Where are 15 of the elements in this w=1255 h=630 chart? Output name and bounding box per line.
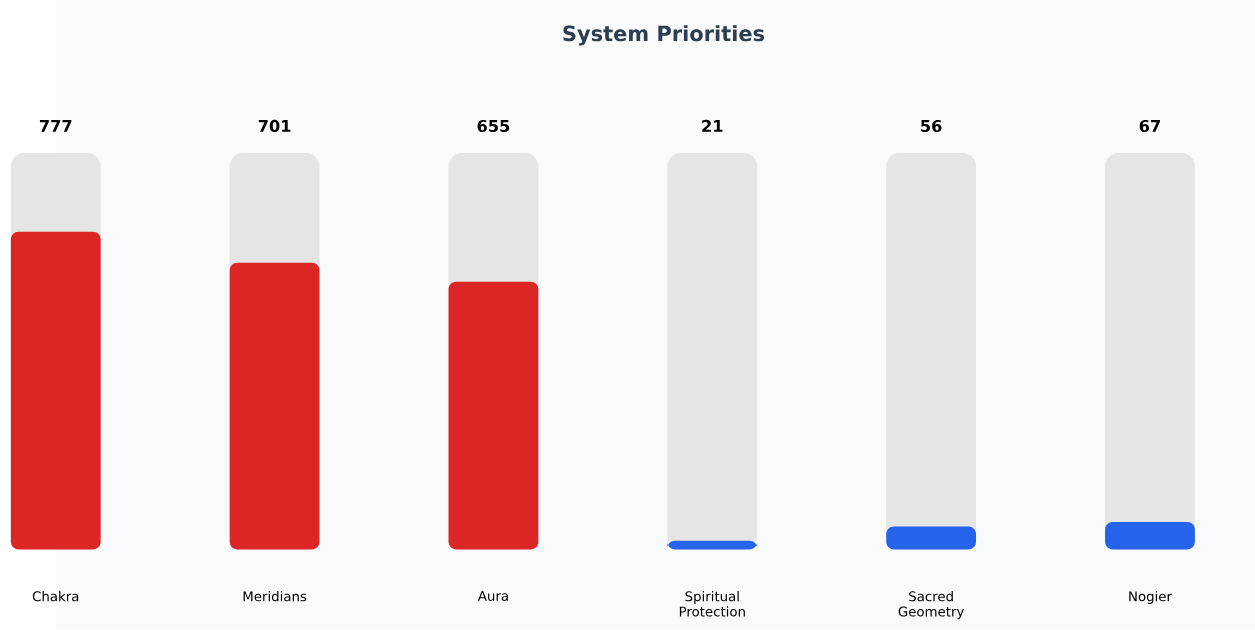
data-label: 777 [39,120,72,133]
x-tick-label: Nogier [1129,591,1172,605]
x-tick-label: Sacred Geometry [898,591,964,620]
chart-title: System Priorities [563,25,765,46]
x-tick-label: Spiritual Protection [679,591,745,617]
x-tick-label: Aura [477,591,508,602]
data-label: 701 [258,119,291,133]
bar [1105,522,1195,550]
data-label: 655 [477,120,510,133]
data-label: 21 [702,119,723,133]
data-label: 67 [1139,120,1160,133]
x-tick-label: Meridians [243,591,307,602]
data-label: 56 [921,120,942,133]
x-tick-label: Chakra [32,591,79,602]
bar [886,526,977,550]
